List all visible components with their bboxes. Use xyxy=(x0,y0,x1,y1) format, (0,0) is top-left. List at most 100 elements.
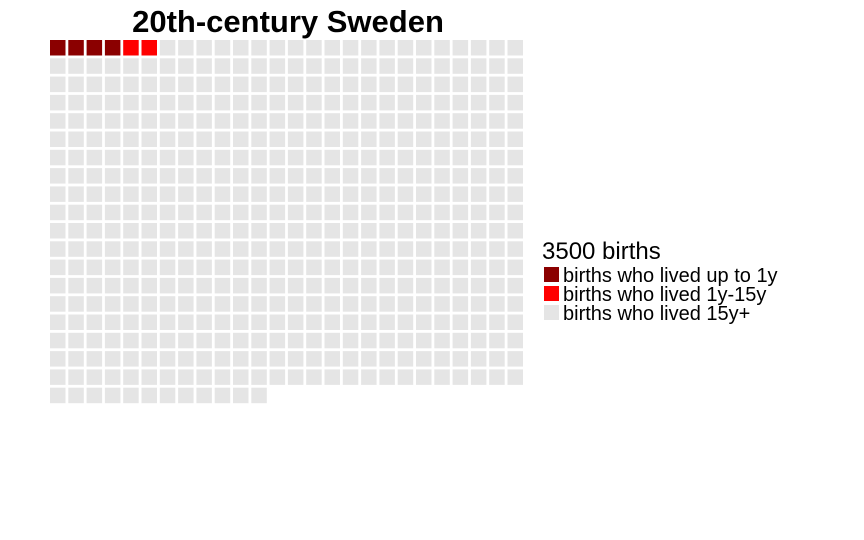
waffle-cell-series-3 xyxy=(507,131,523,147)
waffle-cell-series-3 xyxy=(233,149,249,166)
waffle-cell-series-3 xyxy=(416,186,432,202)
waffle-cell-series-3 xyxy=(68,314,84,330)
waffle-cell-series-3 xyxy=(434,241,450,257)
waffle-cell-series-3 xyxy=(397,40,414,56)
waffle-cell-series-3 xyxy=(342,76,359,93)
waffle-cell-series-3 xyxy=(251,332,267,349)
waffle-cell-series-3 xyxy=(434,94,450,111)
waffle-cell-series-3 xyxy=(50,314,66,330)
waffle-cell-series-3 xyxy=(159,149,176,166)
waffle-cell-series-3 xyxy=(434,113,450,129)
waffle-cell-series-3 xyxy=(507,186,523,202)
waffle-cell-series-3 xyxy=(306,113,322,129)
waffle-cell-series-3 xyxy=(86,314,103,330)
waffle-cell-series-3 xyxy=(123,149,139,166)
waffle-cell-series-3 xyxy=(123,131,139,147)
waffle-cell-series-3 xyxy=(507,40,523,56)
waffle-cell-series-3 xyxy=(196,314,212,330)
waffle-cell-series-3 xyxy=(123,387,139,404)
waffle-cell-series-3 xyxy=(178,40,194,56)
waffle-cell-series-3 xyxy=(86,241,103,257)
waffle-cell-series-3 xyxy=(489,76,505,93)
waffle-cell-series-3 xyxy=(50,149,66,166)
waffle-cell-series-3 xyxy=(489,241,505,257)
waffle-cell-series-3 xyxy=(342,40,359,56)
waffle-cell-series-3 xyxy=(196,332,212,349)
waffle-cell-series-3 xyxy=(361,369,377,385)
waffle-cell-series-3 xyxy=(470,277,487,294)
waffle-cell-series-3 xyxy=(214,40,231,56)
waffle-cell-series-3 xyxy=(361,332,377,349)
waffle-cell-series-3 xyxy=(434,40,450,56)
waffle-cell-series-3 xyxy=(287,259,304,276)
waffle-cell-series-3 xyxy=(416,369,432,385)
waffle-cell-series-3 xyxy=(470,296,487,312)
waffle-cell-series-3 xyxy=(123,314,139,330)
waffle-cell-series-3 xyxy=(269,369,286,385)
waffle-cell-series-3 xyxy=(50,94,66,111)
waffle-cell-series-3 xyxy=(397,131,414,147)
waffle-cell-series-3 xyxy=(342,259,359,276)
waffle-cell-series-3 xyxy=(233,186,249,202)
waffle-cell-series-3 xyxy=(233,40,249,56)
waffle-cell-series-3 xyxy=(342,241,359,257)
waffle-cell-series-3 xyxy=(452,296,469,312)
waffle-cell-series-3 xyxy=(68,296,84,312)
waffle-cell-series-3 xyxy=(507,277,523,294)
waffle-cell-series-3 xyxy=(489,186,505,202)
waffle-cell-series-3 xyxy=(489,314,505,330)
waffle-cell-series-3 xyxy=(306,332,322,349)
waffle-cell-series-3 xyxy=(342,94,359,111)
waffle-cell-series-3 xyxy=(397,168,414,184)
waffle-cell-series-3 xyxy=(434,369,450,385)
waffle-cell-series-3 xyxy=(361,58,377,74)
waffle-cell-series-3 xyxy=(251,296,267,312)
waffle-cell-series-3 xyxy=(251,204,267,221)
legend-label-1: births who lived up to 1y xyxy=(563,265,778,287)
waffle-cell-series-3 xyxy=(251,113,267,129)
waffle-cell-series-3 xyxy=(489,369,505,385)
waffle-cell-series-3 xyxy=(324,94,340,111)
waffle-cell-series-3 xyxy=(178,277,194,294)
waffle-cell-series-3 xyxy=(159,58,176,74)
waffle-cell-series-3 xyxy=(397,223,414,239)
waffle-cell-series-3 xyxy=(452,40,469,56)
waffle-cell-series-3 xyxy=(233,94,249,111)
waffle-cell-series-3 xyxy=(361,168,377,184)
waffle-cell-series-3 xyxy=(379,76,395,93)
waffle-cell-series-3 xyxy=(159,332,176,349)
waffle-cell-series-3 xyxy=(306,241,322,257)
waffle-cell-series-3 xyxy=(287,314,304,330)
waffle-cell-series-3 xyxy=(324,351,340,367)
waffle-cell-series-3 xyxy=(489,149,505,166)
waffle-cell-series-3 xyxy=(251,314,267,330)
waffle-cell-series-3 xyxy=(86,131,103,147)
waffle-cell-series-3 xyxy=(159,204,176,221)
waffle-cell-series-3 xyxy=(196,113,212,129)
waffle-cell-series-3 xyxy=(379,277,395,294)
waffle-cell-series-3 xyxy=(470,204,487,221)
waffle-cell-series-3 xyxy=(416,277,432,294)
waffle-cell-series-3 xyxy=(342,204,359,221)
waffle-cell-series-3 xyxy=(379,113,395,129)
waffle-cell-series-3 xyxy=(269,223,286,239)
waffle-cell-series-3 xyxy=(104,351,121,367)
waffle-cell-series-3 xyxy=(379,149,395,166)
waffle-cell-series-3 xyxy=(397,369,414,385)
waffle-cell-series-3 xyxy=(86,296,103,312)
legend: 3500 births births who lived up to 1ybir… xyxy=(542,238,778,325)
waffle-cell-series-3 xyxy=(489,277,505,294)
waffle-cell-series-3 xyxy=(50,58,66,74)
waffle-cell-series-3 xyxy=(416,76,432,93)
waffle-cell-series-3 xyxy=(306,351,322,367)
waffle-cell-series-3 xyxy=(86,94,103,111)
waffle-cell-series-3 xyxy=(342,58,359,74)
waffle-cell-series-3 xyxy=(507,58,523,74)
waffle-cell-series-3 xyxy=(123,369,139,385)
waffle-cell-series-3 xyxy=(287,58,304,74)
waffle-cell-series-3 xyxy=(86,259,103,276)
waffle-cell-series-3 xyxy=(86,387,103,404)
waffle-cell-series-3 xyxy=(507,113,523,129)
waffle-cell-series-3 xyxy=(214,58,231,74)
waffle-cell-series-3 xyxy=(379,314,395,330)
